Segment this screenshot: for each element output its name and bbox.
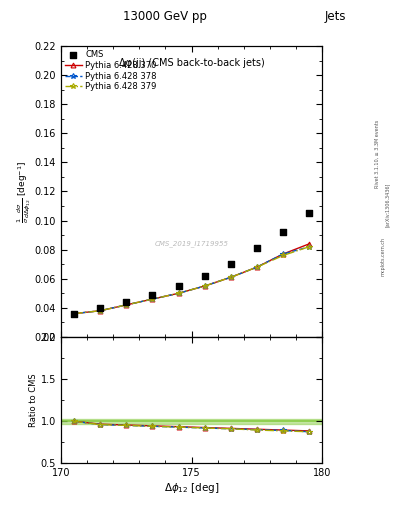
Text: [arXiv:1306.3436]: [arXiv:1306.3436] (385, 183, 389, 227)
Pythia 6.428 378 (176, 290, 181, 296)
Pythia 6.428 370 (228, 274, 233, 281)
Pythia 6.428 378 (255, 264, 259, 270)
Pythia 6.428 379 (124, 302, 129, 308)
Pythia 6.428 379 (176, 290, 181, 296)
Pythia 6.428 379 (202, 283, 207, 289)
CMS (306, 209, 312, 218)
Text: Jets: Jets (324, 10, 346, 23)
Y-axis label: Ratio to CMS: Ratio to CMS (29, 373, 38, 427)
Pythia 6.428 378 (98, 308, 103, 314)
CMS (254, 244, 260, 252)
Text: 13000 GeV pp: 13000 GeV pp (123, 10, 207, 23)
Pythia 6.428 370 (281, 251, 285, 257)
Pythia 6.428 379 (307, 244, 312, 250)
Pythia 6.428 379 (228, 274, 233, 281)
Text: CMS_2019_I1719955: CMS_2019_I1719955 (154, 241, 229, 247)
Pythia 6.428 370 (150, 296, 155, 302)
Line: Pythia 6.428 379: Pythia 6.428 379 (71, 244, 312, 316)
Pythia 6.428 379 (98, 308, 103, 314)
Pythia 6.428 379 (72, 311, 76, 317)
CMS (202, 272, 208, 280)
Pythia 6.428 370 (307, 241, 312, 247)
Text: Δφ(jj) (CMS back-to-back jets): Δφ(jj) (CMS back-to-back jets) (119, 58, 264, 68)
Pythia 6.428 379 (255, 264, 259, 270)
Pythia 6.428 378 (281, 251, 285, 257)
CMS (71, 310, 77, 318)
CMS (228, 260, 234, 268)
CMS (149, 291, 156, 299)
Pythia 6.428 378 (307, 244, 312, 250)
Pythia 6.428 370 (72, 311, 76, 317)
Line: Pythia 6.428 370: Pythia 6.428 370 (72, 242, 312, 316)
Pythia 6.428 370 (255, 264, 259, 270)
Pythia 6.428 370 (176, 290, 181, 296)
CMS (123, 298, 129, 306)
Legend: CMS, Pythia 6.428 370, Pythia 6.428 378, Pythia 6.428 379: CMS, Pythia 6.428 370, Pythia 6.428 378,… (63, 49, 158, 93)
Y-axis label: $\frac{1}{\sigma}\frac{d\sigma}{d\Delta\phi_{12}}$ [deg$^{-1}$]: $\frac{1}{\sigma}\frac{d\sigma}{d\Delta\… (16, 160, 33, 223)
Pythia 6.428 378 (124, 302, 129, 308)
CMS (175, 282, 182, 290)
Pythia 6.428 378 (72, 311, 76, 317)
Pythia 6.428 370 (98, 308, 103, 314)
Pythia 6.428 370 (124, 302, 129, 308)
Pythia 6.428 379 (150, 296, 155, 302)
Pythia 6.428 379 (281, 252, 285, 259)
CMS (97, 304, 103, 312)
Pythia 6.428 378 (150, 296, 155, 302)
Text: Rivet 3.1.10, ≥ 3.3M events: Rivet 3.1.10, ≥ 3.3M events (375, 119, 380, 188)
CMS (280, 228, 286, 237)
Line: Pythia 6.428 378: Pythia 6.428 378 (71, 244, 312, 316)
Pythia 6.428 378 (228, 274, 233, 281)
Bar (61, 419, 322, 424)
Pythia 6.428 378 (202, 283, 207, 289)
Text: mcplots.cern.ch: mcplots.cern.ch (381, 237, 386, 275)
X-axis label: $\Delta\phi_{12}$ [deg]: $\Delta\phi_{12}$ [deg] (164, 481, 219, 495)
Pythia 6.428 370 (202, 283, 207, 289)
